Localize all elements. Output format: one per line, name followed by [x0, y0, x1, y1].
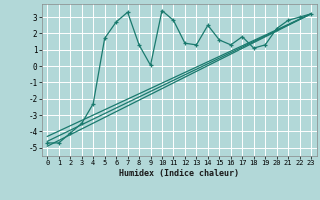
- X-axis label: Humidex (Indice chaleur): Humidex (Indice chaleur): [119, 169, 239, 178]
